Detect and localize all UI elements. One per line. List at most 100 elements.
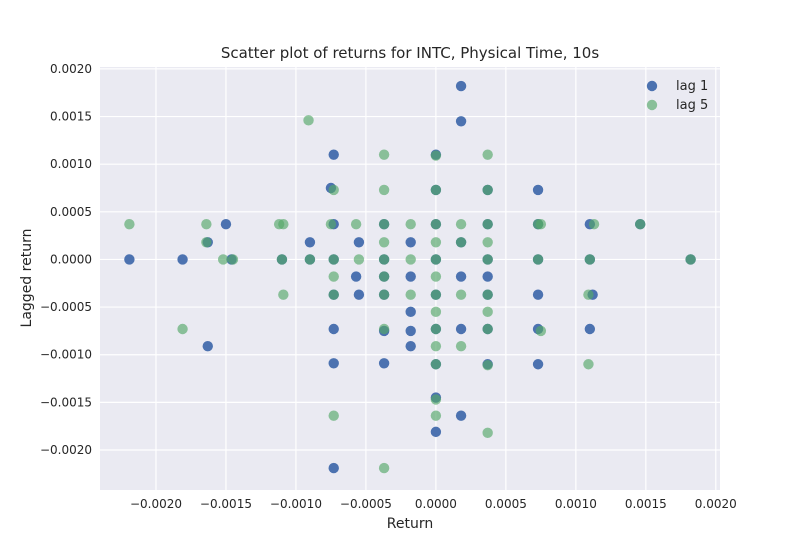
data-point <box>405 340 416 352</box>
data-point <box>304 237 316 248</box>
y-tick-label: 0.0020 <box>50 62 92 76</box>
data-point <box>405 289 416 300</box>
data-point <box>430 323 442 335</box>
data-point <box>405 271 416 282</box>
data-points <box>124 80 696 474</box>
data-point <box>328 271 339 282</box>
data-point <box>455 289 467 300</box>
data-point <box>455 340 467 352</box>
data-point <box>430 289 442 300</box>
data-point <box>201 237 212 248</box>
data-point <box>353 289 365 300</box>
data-point <box>482 306 493 318</box>
data-point <box>220 218 232 230</box>
data-point <box>535 218 547 230</box>
data-point <box>685 254 696 265</box>
x-tick-label: 0.0000 <box>415 497 457 511</box>
data-point <box>430 150 442 161</box>
data-point <box>276 254 288 265</box>
data-point <box>405 325 416 337</box>
data-point <box>405 237 416 248</box>
data-point <box>532 289 544 300</box>
legend-marker <box>646 80 658 92</box>
data-point <box>430 359 442 370</box>
data-point <box>378 323 390 335</box>
data-point <box>430 306 442 318</box>
data-point <box>532 184 544 196</box>
data-point <box>482 149 493 160</box>
data-point <box>532 254 544 265</box>
data-point <box>177 323 188 335</box>
y-tick-label: 0.0015 <box>50 110 92 124</box>
data-point <box>482 323 493 335</box>
data-point <box>378 218 390 230</box>
data-point <box>455 80 467 92</box>
data-point <box>278 218 289 230</box>
data-point <box>430 410 442 421</box>
y-tick-label: −0.0020 <box>40 443 92 457</box>
data-point <box>535 325 547 337</box>
data-point <box>378 462 390 474</box>
x-tick-label: −0.0005 <box>340 497 392 511</box>
data-point <box>325 218 337 230</box>
x-tick-label: −0.0010 <box>270 497 322 511</box>
x-tick-labels: −0.0020 −0.0015 −0.0010 −0.0005 0.0000 0.0005… <box>130 497 737 511</box>
data-point <box>455 237 467 248</box>
data-point <box>405 306 416 318</box>
data-point <box>430 426 442 438</box>
data-point <box>350 218 362 230</box>
data-point <box>430 340 442 352</box>
data-point <box>328 289 339 300</box>
x-tick-label: 0.0010 <box>555 497 597 511</box>
data-point <box>378 149 390 160</box>
data-point <box>482 359 493 371</box>
x-tick-label: 0.0020 <box>695 497 737 511</box>
y-axis-label: Lagged return <box>19 229 35 328</box>
data-point <box>482 427 493 439</box>
x-axis-label: Return <box>387 516 433 532</box>
data-point <box>482 184 493 196</box>
data-point <box>482 289 493 300</box>
x-tick-label: −0.0020 <box>130 497 182 511</box>
data-point <box>584 323 596 335</box>
data-point <box>430 254 442 265</box>
data-point <box>430 394 442 405</box>
data-point <box>430 218 442 230</box>
y-tick-label: −0.0010 <box>40 348 92 362</box>
data-point <box>124 218 135 230</box>
y-tick-label: 0.0010 <box>50 157 92 171</box>
series-lag-5 <box>124 115 696 474</box>
data-point <box>378 237 390 248</box>
data-point <box>532 359 544 370</box>
data-point <box>124 254 135 265</box>
y-tick-label: −0.0005 <box>40 300 92 314</box>
y-tick-label: 0.0005 <box>50 205 92 219</box>
data-point <box>584 254 596 265</box>
data-point <box>378 184 390 196</box>
data-point <box>405 254 416 265</box>
data-point <box>278 289 289 300</box>
data-point <box>328 358 339 369</box>
data-point <box>430 271 442 282</box>
data-point <box>202 340 213 352</box>
data-point <box>328 410 339 421</box>
data-point <box>328 323 339 335</box>
legend-marker <box>646 99 658 111</box>
data-point <box>455 218 467 230</box>
data-point <box>455 323 467 335</box>
data-point <box>303 115 314 126</box>
data-point <box>588 218 600 230</box>
data-point <box>353 237 365 248</box>
x-tick-label: −0.0015 <box>200 497 252 511</box>
legend-label: lag 5 <box>676 98 708 113</box>
data-point <box>217 254 229 265</box>
data-point <box>378 358 390 369</box>
data-point <box>350 271 362 282</box>
data-point <box>304 254 316 265</box>
chart-title: Scatter plot of returns for INTC, Physic… <box>221 44 600 62</box>
data-point <box>405 218 416 230</box>
data-point <box>328 462 339 474</box>
data-point <box>482 254 493 265</box>
data-point <box>378 271 390 282</box>
